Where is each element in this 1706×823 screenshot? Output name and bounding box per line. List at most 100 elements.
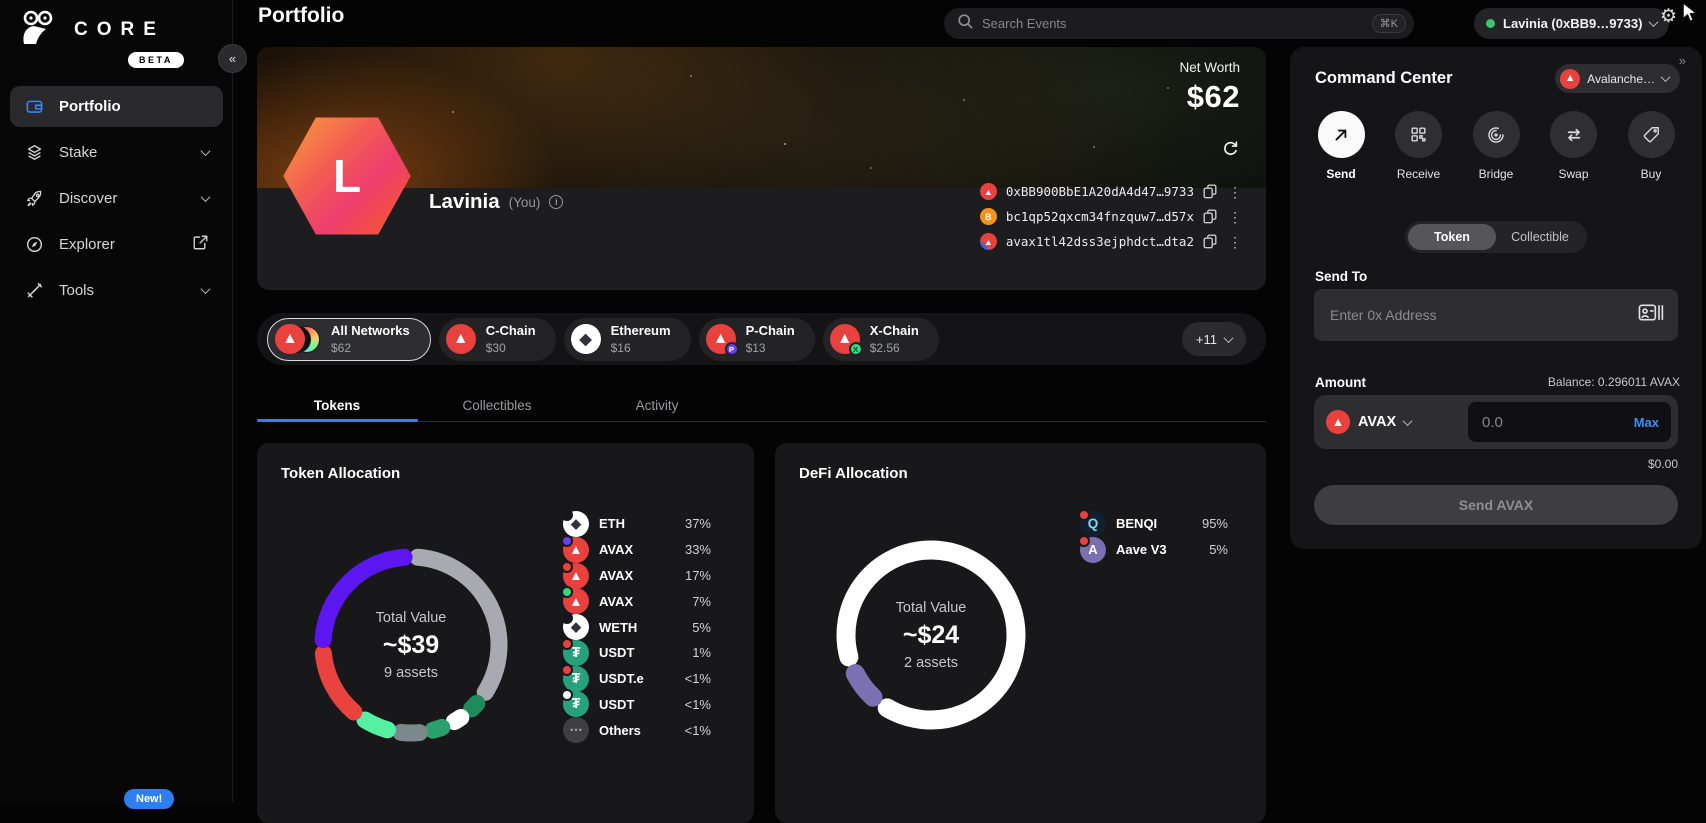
sidebar-item-label: Stake <box>59 144 98 161</box>
sidebar-item-portfolio[interactable]: Portfolio <box>10 86 223 127</box>
search-shortcut-badge: ⌘K <box>1371 14 1406 33</box>
legend-token-percent: 5% <box>1209 542 1228 558</box>
sidebar-item-tools[interactable]: Tools <box>10 270 223 311</box>
toggle-collectible[interactable]: Collectible <box>1511 230 1569 244</box>
kebab-menu-icon[interactable]: ⋮ <box>1228 183 1242 200</box>
action-bridge[interactable]: Bridge <box>1463 111 1529 181</box>
action-label: Send <box>1326 167 1356 181</box>
donut-segment-eth <box>409 548 508 701</box>
tab-tokens[interactable]: Tokens <box>313 398 361 413</box>
core-owl-logo-icon <box>14 8 58 51</box>
eth-token-icon: ◆ <box>561 508 589 537</box>
legend-row: A Aave V3 5% <box>1078 534 1228 563</box>
others-token-icon: ⋯ <box>563 717 589 744</box>
avalanche-icon: ▲ <box>445 324 476 354</box>
search-bar[interactable]: ⌘K <box>944 8 1414 39</box>
refresh-icon[interactable] <box>1222 140 1239 162</box>
donut-segment-usdt <box>424 718 451 739</box>
send-submit-button[interactable]: Send AVAX <box>1314 485 1678 525</box>
network-badge-icon <box>561 560 573 573</box>
network-selector[interactable]: ▲ Avalanche… <box>1555 64 1680 93</box>
copy-icon[interactable] <box>1203 234 1217 249</box>
layers-icon <box>24 143 44 163</box>
network-chip-c-chain[interactable]: ▲ C-Chain $30 <box>438 317 556 361</box>
legend-row: ₮ USDT.e <1% <box>561 663 711 692</box>
legend-row: ▲ AVAX 33% <box>561 534 711 563</box>
qr-code-icon <box>1409 125 1428 144</box>
sidebar-item-explorer[interactable]: Explorer <box>10 224 223 265</box>
token-selector[interactable]: ▲ AVAX <box>1326 410 1413 434</box>
chevron-down-icon <box>1649 17 1659 28</box>
action-label: Bridge <box>1478 167 1514 181</box>
network-badge-icon <box>1078 534 1090 547</box>
defi-allocation-title: DeFi Allocation <box>799 465 908 482</box>
network-chip-label: P-Chain <box>745 323 795 338</box>
tab-activity[interactable]: Activity <box>635 398 679 413</box>
legend-token-percent: 37% <box>684 516 711 532</box>
copy-icon[interactable] <box>1203 184 1217 199</box>
account-selector[interactable]: Lavinia (0xBB9…9733) <box>1474 8 1670 39</box>
legend-token-percent: 1% <box>692 645 711 661</box>
address-input[interactable] <box>1330 307 1638 323</box>
beta-badge: BETA <box>128 52 184 68</box>
legend-token-name: AVAX <box>599 567 634 583</box>
toggle-token[interactable]: Token <box>1408 224 1496 250</box>
sidebar-item-stake[interactable]: Stake <box>10 132 223 173</box>
avalanche-icon: ▲ <box>1560 68 1581 89</box>
token-allocation-title: Token Allocation <box>281 465 401 482</box>
network-badge-icon <box>561 612 573 625</box>
action-send[interactable]: Send <box>1308 111 1374 181</box>
action-receive[interactable]: Receive <box>1386 111 1452 181</box>
contact-book-icon[interactable] <box>1638 303 1664 328</box>
sidebar-collapse-button[interactable]: « <box>218 44 247 73</box>
sidebar-item-discover[interactable]: Discover <box>10 178 223 219</box>
usdt-token-icon: ₮ <box>561 689 589 718</box>
chevron-down-icon <box>1402 415 1413 426</box>
network-chip-label: X-Chain <box>869 323 919 338</box>
donut-segment-avax <box>314 548 413 649</box>
send-arrow-icon <box>1331 125 1351 145</box>
amount-label: Amount <box>1315 375 1366 390</box>
amount-input[interactable] <box>1482 413 1602 431</box>
asset-type-toggle: Token Collectible <box>1405 221 1587 253</box>
max-button[interactable]: Max <box>1633 414 1659 430</box>
avax-token-icon: ▲ <box>561 586 589 615</box>
network-chip-all-networks[interactable]: ◆▲ All Networks $62 <box>267 317 431 361</box>
network-chip-p-chain[interactable]: ▲ P P-Chain $13 <box>698 317 815 361</box>
legend-row: ₮ USDT 1% <box>561 637 711 666</box>
settings-gear-icon[interactable]: ⚙ <box>1660 6 1678 27</box>
panel-collapse-icon[interactable]: » <box>1678 53 1686 68</box>
usdt-token-icon: ₮ <box>561 637 589 666</box>
command-center-title: Command Center <box>1315 69 1453 87</box>
network-chip-x-chain[interactable]: ▲ X X-Chain $2.56 <box>822 317 939 361</box>
eth-token-icon: ◆ <box>561 612 589 641</box>
chevron-down-icon <box>1660 72 1671 83</box>
send-to-field[interactable] <box>1314 289 1678 341</box>
avalanche-p-icon: ▲ P <box>705 324 739 356</box>
tab-collectibles[interactable]: Collectibles <box>462 398 532 413</box>
action-swap[interactable]: Swap <box>1541 111 1607 181</box>
info-icon[interactable]: i <box>549 195 564 209</box>
search-input[interactable] <box>982 16 1363 31</box>
token-selector-label: AVAX <box>1358 414 1397 430</box>
sidebar-item-label: Portfolio <box>59 98 121 115</box>
kebab-menu-icon[interactable]: ⋮ <box>1228 233 1242 250</box>
network-selector-label: Avalanche… <box>1587 71 1655 86</box>
bridge-icon <box>1486 125 1506 145</box>
legend-token-name: WETH <box>599 619 638 635</box>
more-networks-chip[interactable]: +11 <box>1181 322 1246 356</box>
portfolio-tabs: Tokens Collectibles Activity <box>257 393 1266 426</box>
chevron-down-icon <box>200 284 211 295</box>
network-chip-value: $2.56 <box>869 340 900 355</box>
network-chip-ethereum[interactable]: ◆ Ethereum $16 <box>563 317 691 361</box>
address-text: bc1qp52qxcm34fnzquw7…d57x <box>1005 209 1194 224</box>
kebab-menu-icon[interactable]: ⋮ <box>1228 208 1242 225</box>
network-chip-label: C-Chain <box>485 323 536 338</box>
token-allocation-donut <box>314 548 508 742</box>
sidebar-item-label: Explorer <box>59 236 115 253</box>
amount-field: ▲ AVAX Max <box>1314 395 1678 449</box>
action-buy[interactable]: Buy <box>1618 111 1684 181</box>
copy-icon[interactable] <box>1203 209 1217 224</box>
legend-row: ▲ AVAX 17% <box>561 560 711 589</box>
legend-token-percent: 33% <box>684 542 711 558</box>
